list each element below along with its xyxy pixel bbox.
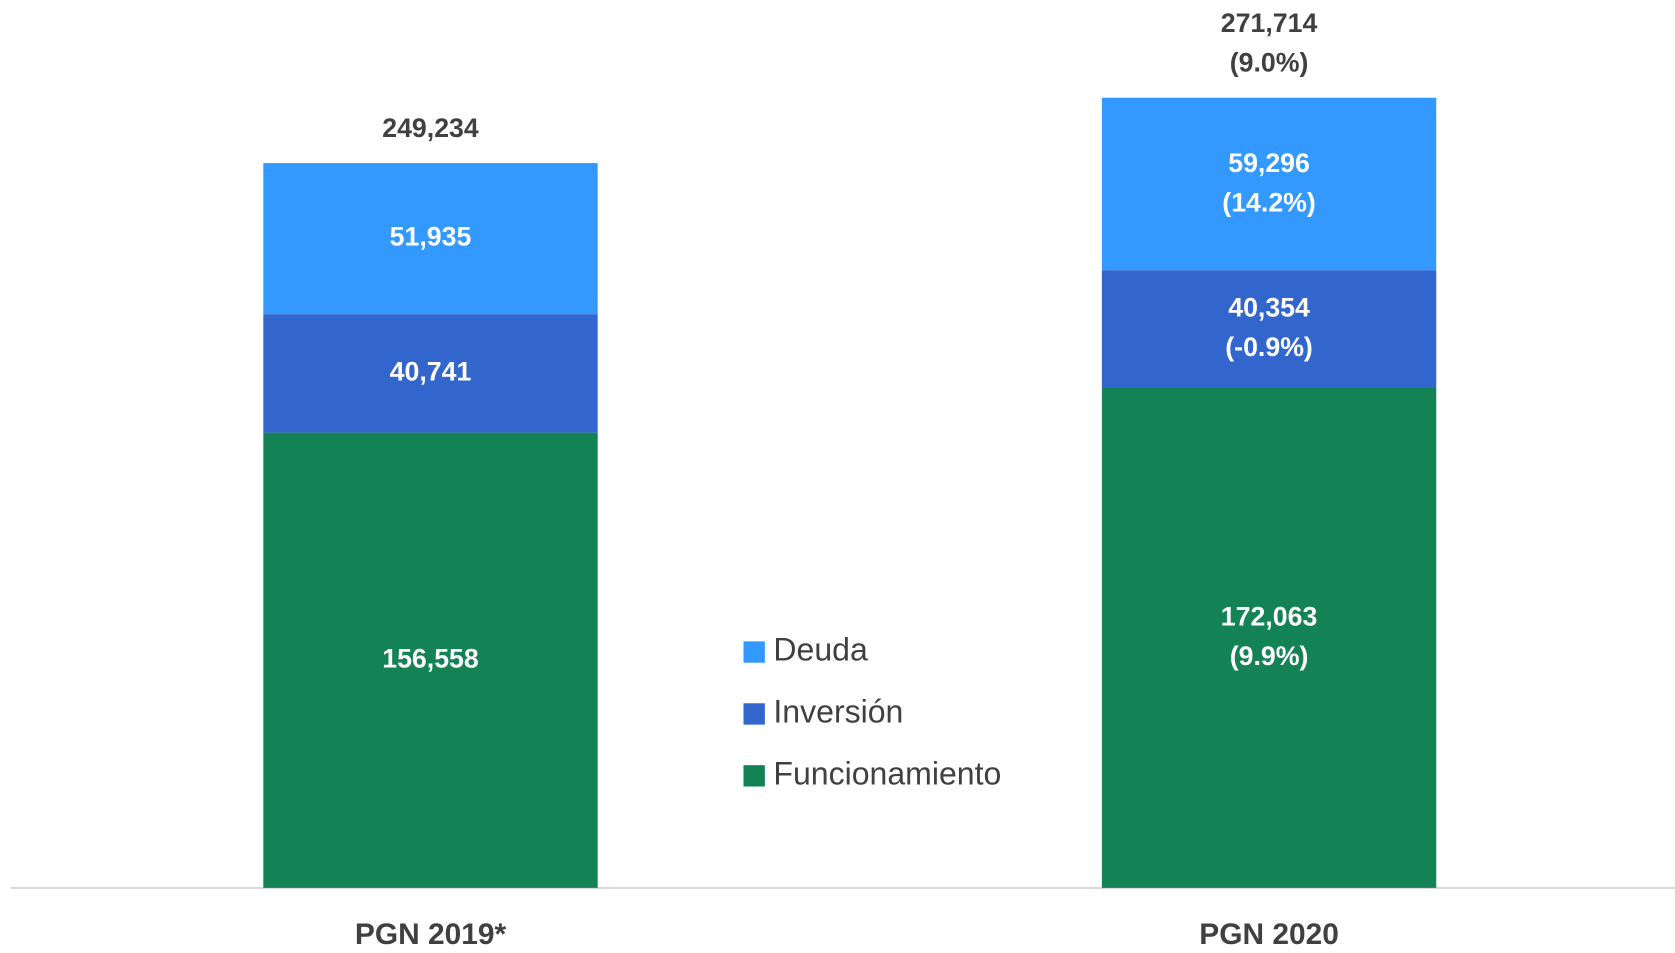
value-label: 156,558 [382, 643, 479, 673]
legend-label: Funcionamiento [773, 755, 1001, 791]
value-label: 172,063 [1221, 602, 1318, 632]
legend-label: Deuda [773, 632, 868, 668]
total-label: 249,234 [382, 113, 479, 143]
change-label: (14.2%) [1222, 187, 1315, 217]
change-label: (-0.9%) [1225, 332, 1313, 362]
total-change-label: (9.0%) [1230, 48, 1309, 78]
bar-segment [263, 163, 598, 315]
change-label: (9.9%) [1230, 641, 1309, 671]
bar-segment [1101, 270, 1437, 388]
legend-label: Inversión [773, 693, 903, 729]
value-label: 40,354 [1228, 293, 1310, 323]
legend-swatch [743, 765, 765, 787]
bar-segment [263, 432, 598, 888]
x-tick-label: PGN 2019* [355, 918, 507, 951]
bar-segment [1101, 97, 1437, 271]
bar-segment [1101, 387, 1437, 888]
value-label: 40,741 [390, 356, 472, 386]
x-tick-label: PGN 2020 [1199, 918, 1339, 951]
value-label: 51,935 [390, 222, 472, 252]
total-label: 271,714 [1221, 8, 1318, 38]
legend-swatch [743, 641, 765, 663]
bar-segment [263, 314, 598, 433]
value-label: 59,296 [1228, 148, 1310, 178]
legend-swatch [743, 703, 765, 725]
